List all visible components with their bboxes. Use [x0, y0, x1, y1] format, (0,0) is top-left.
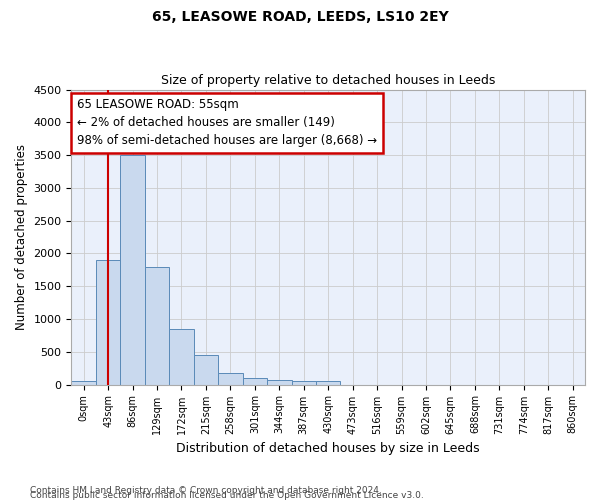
Bar: [267, 380, 292, 384]
Text: 65 LEASOWE ROAD: 55sqm
← 2% of detached houses are smaller (149)
98% of semi-det: 65 LEASOWE ROAD: 55sqm ← 2% of detached …: [77, 98, 377, 148]
Bar: [194, 355, 218, 384]
Bar: [96, 260, 121, 384]
Title: Size of property relative to detached houses in Leeds: Size of property relative to detached ho…: [161, 74, 496, 87]
Bar: [242, 378, 267, 384]
X-axis label: Distribution of detached houses by size in Leeds: Distribution of detached houses by size …: [176, 442, 480, 455]
Text: Contains public sector information licensed under the Open Government Licence v3: Contains public sector information licen…: [30, 490, 424, 500]
Text: Contains HM Land Registry data © Crown copyright and database right 2024.: Contains HM Land Registry data © Crown c…: [30, 486, 382, 495]
Bar: [218, 374, 242, 384]
Bar: [121, 155, 145, 384]
Text: 65, LEASOWE ROAD, LEEDS, LS10 2EY: 65, LEASOWE ROAD, LEEDS, LS10 2EY: [152, 10, 448, 24]
Bar: [71, 382, 96, 384]
Bar: [292, 381, 316, 384]
Bar: [169, 329, 194, 384]
Y-axis label: Number of detached properties: Number of detached properties: [15, 144, 28, 330]
Bar: [316, 382, 340, 384]
Bar: [145, 266, 169, 384]
